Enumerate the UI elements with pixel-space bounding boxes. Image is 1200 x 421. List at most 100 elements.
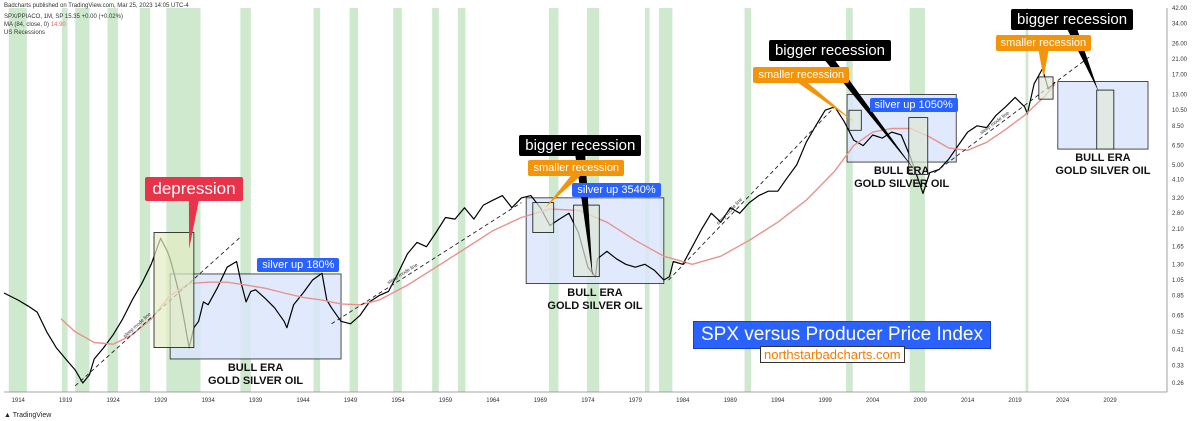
zone-label-title: BULL ERA	[1075, 152, 1131, 165]
callout-black-5: bigger recession	[768, 40, 892, 62]
publisher-line: Badcharts published on TradingView.com, …	[4, 3, 189, 9]
recession-band-11	[457, 8, 466, 392]
trendline-0	[74, 235, 242, 387]
recession-band-7	[313, 8, 321, 392]
y-tick-label-11: 3.20	[1172, 196, 1184, 202]
callout-pointer-6	[796, 81, 854, 122]
y-tick-label-9: 2.10	[1172, 227, 1184, 233]
x-tick-label-1: 1919	[59, 398, 73, 404]
y-tick-label-19: 21.00	[1172, 57, 1188, 63]
ma-value: 14.90	[50, 22, 66, 28]
x-tick-label-7: 1949	[344, 398, 358, 404]
recession-band-6	[240, 8, 251, 392]
callout-blue-4: silver up 3540%	[572, 183, 661, 198]
zone-label-assets: GOLD SILVER OIL	[854, 178, 950, 191]
callout-black-8: bigger recession	[1011, 8, 1134, 30]
y-tick-label-4: 0.65	[1172, 313, 1184, 319]
y-tick-label-2: 0.41	[1172, 347, 1184, 353]
callout-orange-6: smaller recession	[753, 66, 850, 83]
recession-band-3	[107, 8, 118, 392]
recessions-line: US Recessions	[4, 30, 46, 36]
callout-orange-9: smaller recession	[995, 35, 1092, 52]
recession-band-1	[61, 8, 68, 392]
trendline-label-3: sleep mode line	[979, 110, 1011, 136]
tradingview-icon: ▲	[4, 412, 11, 419]
zone-label-3: BULL ERA GOLD SILVER OIL	[1033, 152, 1173, 178]
zone-label-assets: GOLD SILVER OIL	[1055, 165, 1151, 178]
recession-box-6	[1096, 89, 1115, 150]
callout-black-2: bigger recession	[519, 135, 642, 157]
x-tick-label-18: 2004	[866, 398, 880, 404]
y-tick-label-8: 1.65	[1172, 245, 1184, 251]
recession-box-3	[848, 109, 862, 131]
x-tick-label-2: 1924	[106, 398, 120, 404]
y-tick-label-5: 0.85	[1172, 294, 1184, 300]
trendline-3	[934, 55, 1092, 174]
recession-box-5	[1038, 76, 1054, 100]
callout-red-0: depression	[145, 177, 243, 202]
zone-label-assets: GOLD SILVER OIL	[208, 374, 304, 387]
x-tick-label-12: 1974	[581, 398, 595, 404]
x-tick-label-21: 2019	[1008, 398, 1022, 404]
x-tick-label-10: 1964	[486, 398, 500, 404]
x-tick-label-17: 1999	[819, 398, 833, 404]
recession-band-9	[393, 8, 402, 392]
x-tick-label-6: 1944	[296, 398, 310, 404]
recession-band-8	[349, 8, 359, 392]
y-tick-label-14: 6.50	[1172, 144, 1184, 150]
x-tick-label-23: 2029	[1103, 398, 1117, 404]
chart-title: SPX versus Producer Price Index	[693, 321, 991, 349]
recession-box-0	[153, 232, 195, 348]
recession-box-1	[532, 202, 555, 233]
axes: 1914 1919 1924 1929 1934 1939 1944 1949 1954 1959…	[4, 6, 1188, 404]
tradingview-logo: ▲ TradingView	[4, 412, 51, 419]
bull-era-zone-0	[169, 273, 342, 360]
y-tick-label-0: 0.26	[1172, 381, 1184, 387]
y-tick-label-15: 8.50	[1172, 124, 1184, 130]
ma-label: MA (84, close, 0)	[4, 22, 50, 28]
zone-label-2: BULL ERA GOLD SILVER OIL	[832, 165, 972, 191]
recession-band-2	[75, 8, 90, 392]
x-tick-label-16: 1994	[771, 398, 785, 404]
x-tick-label-22: 2024	[1056, 398, 1070, 404]
recession-band-15	[659, 8, 673, 392]
x-tick-label-15: 1989	[724, 398, 738, 404]
y-tick-label-13: 5.00	[1172, 163, 1184, 169]
x-tick-label-0: 1914	[12, 398, 26, 404]
y-tick-label-17: 13.00	[1172, 92, 1188, 98]
x-tick-label-3: 1929	[154, 398, 168, 404]
x-tick-label-9: 1959	[439, 398, 453, 404]
y-tick-label-3: 0.52	[1172, 330, 1184, 336]
tradingview-brand: TradingView	[12, 412, 52, 419]
trendline-label-2: sleep mode line	[715, 197, 744, 227]
x-tick-label-4: 1934	[201, 398, 215, 404]
x-tick-label-13: 1979	[629, 398, 643, 404]
zone-label-title: BULL ERA	[873, 165, 930, 178]
zone-label-0: BULL ERA GOLD SILVER OIL	[186, 362, 326, 388]
zone-label-assets: GOLD SILVER OIL	[547, 299, 643, 312]
callout-orange-3: smaller recession	[528, 159, 625, 176]
callout-pointer-2	[575, 155, 593, 277]
callout-pointer-5	[824, 60, 916, 172]
symbol-line: SPX/PPIACO, 1M, SP 15.35 +0.00 (+0.02%)	[4, 14, 123, 20]
x-tick-label-11: 1969	[534, 398, 548, 404]
y-tick-label-12: 4.10	[1172, 178, 1184, 184]
zone-label-title: BULL ERA	[227, 361, 284, 374]
trendline-1	[331, 202, 522, 325]
x-tick-label-20: 2014	[961, 398, 975, 404]
recession-box-4	[908, 117, 929, 175]
recession-band-4	[139, 8, 151, 392]
y-tick-label-10: 2.60	[1172, 211, 1184, 217]
callout-pointers	[188, 28, 1099, 277]
x-tick-label-19: 2009	[913, 398, 927, 404]
x-tick-label-14: 1984	[676, 398, 690, 404]
callout-blue-1: silver up 180%	[257, 258, 340, 273]
trendline-label-1: sleep mode line	[386, 262, 419, 286]
recession-band-19	[1025, 8, 1029, 392]
callout-blue-7: silver up 1050%	[869, 97, 958, 112]
y-tick-label-22: 42.00	[1172, 6, 1188, 12]
recession-band-17	[846, 8, 853, 392]
x-tick-label-8: 1954	[391, 398, 405, 404]
zone-label-1: BULL ERA GOLD SILVER OIL	[525, 287, 665, 313]
